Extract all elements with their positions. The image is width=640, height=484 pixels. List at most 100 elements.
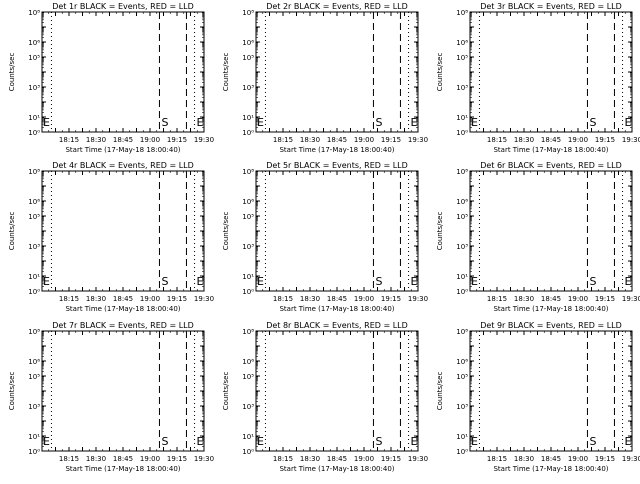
x-tick-label: 19:00 <box>140 136 160 144</box>
panel-title: Det 2r BLACK = Events, RED = LLD <box>266 2 408 11</box>
y-axis-label: Counts/sec <box>222 372 230 411</box>
y-axis-label: Counts/sec <box>436 53 444 92</box>
y-tick-label: 10⁶ <box>456 358 468 366</box>
y-tick-label: 10⁰ <box>28 129 40 137</box>
panel-title: Det 1r BLACK = Events, RED = LLD <box>52 2 194 11</box>
x-tick-label: 19:15 <box>381 455 401 463</box>
y-tick-label: 10³ <box>456 243 468 251</box>
y-tick-label: 10³ <box>242 243 254 251</box>
x-tick-label: 19:00 <box>140 295 160 303</box>
marker-label: E <box>411 275 418 288</box>
x-tick-label: 18:30 <box>300 295 320 303</box>
edge-label: E <box>43 275 50 288</box>
y-axis-label: Counts/sec <box>436 212 444 251</box>
marker-label: S <box>375 116 382 129</box>
x-tick-label: 19:15 <box>595 295 615 303</box>
plot-frame <box>469 11 633 133</box>
x-tick-label: 18:30 <box>300 455 320 463</box>
panel-title: Det 7r BLACK = Events, RED = LLD <box>52 321 194 330</box>
edge-label: E <box>257 275 264 288</box>
y-tick-label: 10⁰ <box>28 288 40 296</box>
marker-label: E <box>197 116 204 129</box>
x-tick-label: 19:15 <box>381 295 401 303</box>
panel-title: Det 8r BLACK = Events, RED = LLD <box>266 321 408 330</box>
edge-label: E <box>471 116 478 129</box>
y-tick-label: 10⁰ <box>242 129 254 137</box>
x-tick-label: 19:30 <box>408 455 428 463</box>
x-tick-label: 18:45 <box>327 295 347 303</box>
x-tick-label: 18:15 <box>59 295 79 303</box>
plot-frame <box>255 330 419 452</box>
x-tick-label: 18:15 <box>487 136 507 144</box>
x-tick-label: 18:15 <box>273 455 293 463</box>
y-tick-label: 10⁶ <box>456 39 468 47</box>
x-tick-label: 19:30 <box>194 455 214 463</box>
y-tick-label: 10⁵ <box>456 213 468 221</box>
x-tick-label: 19:00 <box>140 455 160 463</box>
marker-label: S <box>589 116 596 129</box>
edge-label: E <box>471 275 478 288</box>
y-tick-label: 10¹ <box>242 114 254 122</box>
x-axis-label: Start Time (17-May-18 18:00:40) <box>493 146 608 154</box>
plot-frame <box>41 11 205 133</box>
panel-title: Det 3r BLACK = Events, RED = LLD <box>480 2 622 11</box>
y-tick-label: 10⁶ <box>242 39 254 47</box>
x-axis-label: Start Time (17-May-18 18:00:40) <box>279 146 394 154</box>
y-axis-label: Counts/sec <box>8 53 16 92</box>
x-tick-label: 18:15 <box>273 295 293 303</box>
x-tick-label: 19:30 <box>408 295 428 303</box>
x-tick-label: 18:45 <box>541 136 561 144</box>
marker-label: S <box>161 275 168 288</box>
edge-label: E <box>43 116 50 129</box>
y-tick-label: 10⁸ <box>28 9 40 17</box>
marker-label: E <box>197 275 204 288</box>
x-axis-label: Start Time (17-May-18 18:00:40) <box>279 465 394 473</box>
y-tick-label: 10¹ <box>28 273 40 281</box>
y-tick-label: 10³ <box>28 84 40 92</box>
x-tick-label: 19:15 <box>381 136 401 144</box>
x-tick-label: 19:30 <box>194 295 214 303</box>
y-tick-label: 10⁰ <box>456 448 468 456</box>
y-tick-label: 10⁶ <box>242 198 254 206</box>
y-tick-label: 10⁰ <box>242 448 254 456</box>
x-tick-label: 18:30 <box>514 136 534 144</box>
x-axis-label: Start Time (17-May-18 18:00:40) <box>65 146 180 154</box>
y-tick-label: 10¹ <box>28 433 40 441</box>
y-tick-label: 10¹ <box>456 433 468 441</box>
edge-label: E <box>471 435 478 448</box>
y-tick-label: 10⁵ <box>456 373 468 381</box>
y-tick-label: 10¹ <box>242 273 254 281</box>
marker-label: E <box>197 435 204 448</box>
y-tick-label: 10⁸ <box>242 328 254 336</box>
y-tick-label: 10⁸ <box>456 9 468 17</box>
x-tick-label: 19:30 <box>622 136 640 144</box>
plot-frame <box>469 330 633 452</box>
y-tick-label: 10¹ <box>456 114 468 122</box>
x-tick-label: 18:15 <box>59 455 79 463</box>
y-tick-label: 10³ <box>242 403 254 411</box>
x-tick-label: 19:00 <box>568 295 588 303</box>
y-tick-label: 10⁰ <box>456 129 468 137</box>
marker-label: S <box>375 435 382 448</box>
x-tick-label: 19:30 <box>622 295 640 303</box>
x-tick-label: 18:15 <box>487 295 507 303</box>
x-tick-label: 19:00 <box>568 136 588 144</box>
marker-label: E <box>625 116 632 129</box>
y-tick-label: 10⁵ <box>242 54 254 62</box>
y-tick-label: 10⁰ <box>28 448 40 456</box>
y-tick-label: 10¹ <box>456 273 468 281</box>
marker-label: S <box>589 435 596 448</box>
x-axis-label: Start Time (17-May-18 18:00:40) <box>65 305 180 313</box>
y-tick-label: 10⁸ <box>28 168 40 176</box>
x-tick-label: 19:00 <box>568 455 588 463</box>
plot-frame <box>255 170 419 292</box>
y-tick-label: 10³ <box>28 403 40 411</box>
